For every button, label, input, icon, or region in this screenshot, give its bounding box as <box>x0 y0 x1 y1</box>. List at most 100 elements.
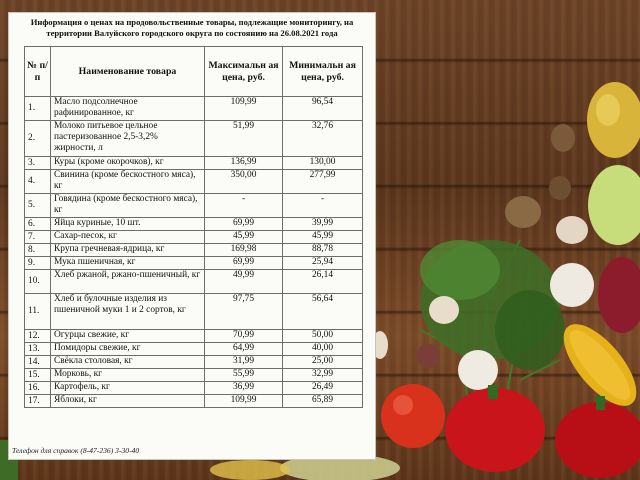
max-price: 69,99 <box>204 256 283 270</box>
max-price: 169,98 <box>204 243 283 257</box>
min-price: 130,00 <box>282 156 363 170</box>
max-price: 97,75 <box>204 293 283 330</box>
red-onion <box>598 257 640 333</box>
price-table: № п/п Наименование товара Максимальн ая … <box>24 46 363 408</box>
min-price: 277,99 <box>282 169 363 194</box>
min-price: 40,00 <box>282 342 363 356</box>
row-number: 9. <box>24 256 51 270</box>
min-price: 50,00 <box>282 329 363 343</box>
product-name: Свинина (кроме бескостного мяса), кг <box>50 169 205 194</box>
max-price: 49,99 <box>204 269 283 294</box>
min-price: 32,99 <box>282 368 363 382</box>
table-row: 2. Молоко питьевое цельное пастеризованно… <box>24 120 363 157</box>
max-price: 136,99 <box>204 156 283 170</box>
table-row: 7. Сахар-песок, кг 45,99 45,99 <box>24 230 363 244</box>
min-price: 88,78 <box>282 243 363 257</box>
row-number: 13. <box>24 342 51 356</box>
title-line-2: территории Валуйского городского округа … <box>46 28 338 38</box>
product-name: Масло подсолнечное рафинированное, кг <box>50 96 205 121</box>
title-line-1: Информация о ценах на продовольственные … <box>30 17 354 27</box>
max-price: 109,99 <box>204 394 283 408</box>
max-price: 69,99 <box>204 217 283 231</box>
garlic <box>550 263 594 307</box>
header-min-price: Минимальн ая цена, руб. <box>282 46 363 97</box>
row-number: 11. <box>24 293 51 330</box>
product-name: Крупа гречневая-ядрица, кг <box>50 243 205 257</box>
product-name: Говядина (кроме бескостного мяса), кг <box>50 193 205 218</box>
row-number: 8. <box>24 243 51 257</box>
max-price: 36,99 <box>204 381 283 395</box>
table-row: 6. Яйца куриные, 10 шт. 69,99 39,99 <box>24 217 363 231</box>
document-title: Информация о ценах на продовольственные … <box>15 17 369 39</box>
row-number: 5. <box>24 193 51 218</box>
max-price: 64,99 <box>204 342 283 356</box>
table-row: 13. Помидоры свежие, кг 64,99 40,00 <box>24 342 363 356</box>
min-price: - <box>282 193 363 218</box>
green-pepper <box>588 165 640 245</box>
table-row: 9. Мука пшеничная, кг 69,99 25,94 <box>24 256 363 270</box>
row-number: 1. <box>24 96 51 121</box>
max-price: 350,00 <box>204 169 283 194</box>
product-name: Молоко питьевое цельное пастеризованное … <box>50 120 205 157</box>
min-price: 96,54 <box>282 96 363 121</box>
product-name: Картофель, кг <box>50 381 205 395</box>
product-name: Яблоки, кг <box>50 394 205 408</box>
table-row: 4. Свинина (кроме бескостного мяса), кг 35… <box>24 169 363 194</box>
row-number: 4. <box>24 169 51 194</box>
max-price: - <box>204 193 283 218</box>
table-row: 14. Свёкла столовая, кг 31,99 25,00 <box>24 355 363 369</box>
max-price: 109,99 <box>204 96 283 121</box>
product-name: Хлеб и булочные изделия из пшеничной мук… <box>50 293 205 330</box>
tomato <box>381 384 445 448</box>
min-price: 32,76 <box>282 120 363 157</box>
min-price: 56,64 <box>282 293 363 330</box>
phone-note: Телефон для справок (8-47-236) 3-30-40 <box>12 446 140 455</box>
price-table-body: 1. Масло подсолнечное рафинированное, кг 1… <box>24 96 363 408</box>
max-price: 45,99 <box>204 230 283 244</box>
min-price: 45,99 <box>282 230 363 244</box>
min-price: 26,49 <box>282 381 363 395</box>
product-name: Огурцы свежие, кг <box>50 329 205 343</box>
table-row: 15. Морковь, кг 55,99 32,99 <box>24 368 363 382</box>
header-num: № п/п <box>24 46 51 97</box>
product-name: Свёкла столовая, кг <box>50 355 205 369</box>
row-number: 2. <box>24 120 51 157</box>
row-number: 14. <box>24 355 51 369</box>
table-row: 10. Хлеб ржаной, ржано-пшеничный, кг 49,99… <box>24 269 363 294</box>
row-number: 17. <box>24 394 51 408</box>
row-number: 12. <box>24 329 51 343</box>
table-row: 5. Говядина (кроме бескостного мяса), кг -… <box>24 193 363 218</box>
product-name: Помидоры свежие, кг <box>50 342 205 356</box>
table-row: 1. Масло подсолнечное рафинированное, кг 1… <box>24 96 363 121</box>
header-name: Наименование товара <box>50 46 205 97</box>
row-number: 10. <box>24 269 51 294</box>
product-name: Мука пшеничная, кг <box>50 256 205 270</box>
header-max-price: Максимальн ая цена, руб. <box>204 46 283 97</box>
product-name: Куры (кроме окорочков), кг <box>50 156 205 170</box>
table-row: 11. Хлеб и булочные изделия из пшеничной … <box>24 293 363 330</box>
table-row: 12. Огурцы свежие, кг 70,99 50,00 <box>24 329 363 343</box>
product-name: Сахар-песок, кг <box>50 230 205 244</box>
table-row: 8. Крупа гречневая-ядрица, кг 169,98 88,78 <box>24 243 363 257</box>
row-number: 7. <box>24 230 51 244</box>
max-price: 31,99 <box>204 355 283 369</box>
min-price: 26,14 <box>282 269 363 294</box>
product-name: Яйца куриные, 10 шт. <box>50 217 205 231</box>
corn <box>563 324 637 406</box>
quail-egg <box>556 216 588 244</box>
max-price: 70,99 <box>204 329 283 343</box>
red-pepper <box>445 385 640 478</box>
row-number: 6. <box>24 217 51 231</box>
table-row: 16. Картофель, кг 36,99 26,49 <box>24 381 363 395</box>
row-number: 16. <box>24 381 51 395</box>
min-price: 65,89 <box>282 394 363 408</box>
min-price: 25,94 <box>282 256 363 270</box>
walnut <box>505 196 541 228</box>
product-name: Хлеб ржаной, ржано-пшеничный, кг <box>50 269 205 294</box>
table-row: 3. Куры (кроме окорочков), кг 136,99 130,00 <box>24 156 363 170</box>
max-price: 55,99 <box>204 368 283 382</box>
min-price: 25,00 <box>282 355 363 369</box>
row-number: 3. <box>24 156 51 170</box>
row-number: 15. <box>24 368 51 382</box>
